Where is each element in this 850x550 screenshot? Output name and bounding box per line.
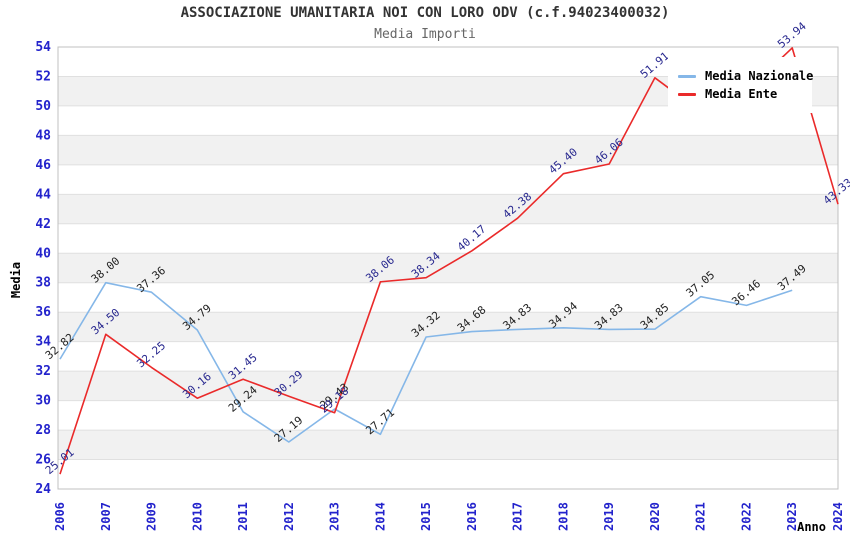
legend-swatch-icon [678,74,696,78]
y-tick-label: 54 [35,40,51,55]
x-tick-label: 2013 [328,502,342,531]
y-tick-label: 42 [35,217,51,232]
y-tick-label: 48 [35,128,51,143]
grid-band [58,430,838,460]
grid-band [58,135,838,165]
y-tick-label: 34 [35,335,51,350]
x-tick-label: 2007 [99,502,113,531]
data-point-label: 32.25 [134,339,168,370]
x-tick-label: 2015 [419,502,433,531]
x-tick-label: 2012 [282,502,296,531]
legend-label: Media Ente [705,87,778,101]
x-tick-label: 2017 [511,502,525,531]
y-axis-title: Media [9,262,23,298]
x-tick-label: 2011 [236,502,250,531]
series-line-media-nazionale [59,281,793,443]
y-tick-label: 28 [35,423,51,438]
y-tick-label: 40 [35,246,51,261]
x-tick-label: 2016 [465,502,479,531]
grid-band [58,312,838,342]
data-point-label: 53.94 [775,19,809,50]
grid-band [58,371,838,401]
grid-band [58,194,838,224]
y-tick-label: 32 [35,364,51,379]
plot-border [57,46,839,490]
x-tick-label: 2018 [556,502,570,531]
grid-band [58,253,838,283]
x-tick-label: 2020 [648,502,662,531]
y-tick-label: 36 [35,305,51,320]
x-tick-label: 2022 [739,502,753,531]
legend-item-media-ente: Media Ente [678,87,812,101]
x-tick-label: 2014 [373,502,387,531]
x-tick-label: 2010 [190,502,204,531]
y-tick-label: 46 [35,158,51,173]
data-point-label: 40.17 [455,222,489,253]
legend: Media Nazionale Media Ente [668,57,814,113]
y-tick-label: 50 [35,99,51,114]
legend-swatch-icon [678,92,696,96]
x-tick-label: 2021 [694,502,708,531]
chart-subtitle: Media Importi [374,27,476,42]
y-tick-label: 38 [35,276,51,291]
x-tick-label: 2019 [602,502,616,531]
y-tick-label: 44 [35,187,51,202]
legend-label: Media Nazionale [705,69,814,83]
y-tick-label: 52 [35,69,51,84]
x-axis-title: Anno [797,520,826,534]
legend-item-media-nazionale: Media Nazionale [678,69,814,83]
x-tick-label: 2009 [145,502,159,531]
x-tick-label: 2023 [785,502,799,531]
y-tick-label: 24 [35,482,51,497]
y-tick-label: 26 [35,453,51,468]
x-tick-label: 2006 [53,502,67,531]
y-tick-label: 30 [35,394,51,409]
x-tick-label: 2024 [831,502,845,531]
chart-title: ASSOCIAZIONE UMANITARIA NOI CON LORO ODV… [180,5,670,21]
